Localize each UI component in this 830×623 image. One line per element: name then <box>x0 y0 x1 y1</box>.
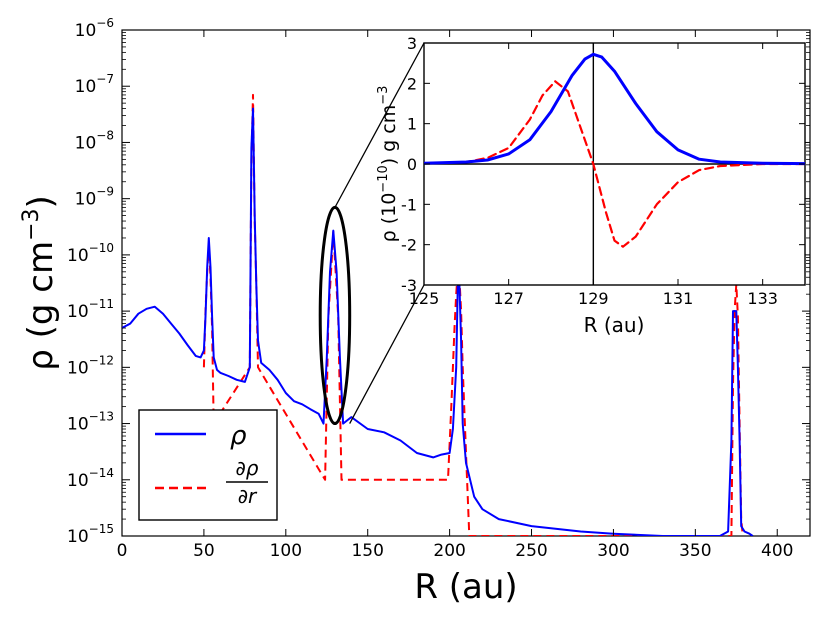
main-x-axis: 0 50 100 150 200 250 300 350 400 <box>117 30 793 561</box>
main-y-tick-label: 10−9 <box>75 185 114 210</box>
main-y-tick-label: 10−11 <box>67 297 114 322</box>
main-x-tick-label: 50 <box>193 541 215 561</box>
inset-x-axis: 125 127 129 131 133 <box>409 43 778 308</box>
main-x-tick-label: 300 <box>597 541 629 561</box>
inset-y-tick-label: -1 <box>401 195 417 214</box>
inset-x-tick-label: 131 <box>663 289 694 308</box>
inset-x-axis-label: R (au) <box>584 313 645 337</box>
main-x-tick-label: 250 <box>515 541 547 561</box>
zoom-connectors <box>334 42 425 424</box>
inset-y-tick-label: 0 <box>407 155 417 174</box>
legend-rho-label: ρ <box>230 421 247 451</box>
inset-x-tick-label: 129 <box>578 289 609 308</box>
main-x-tick-label: 400 <box>761 541 793 561</box>
main-series-rho-line <box>122 107 754 536</box>
zoom-connector-top <box>334 42 425 208</box>
zoom-connector-bottom <box>349 284 425 424</box>
main-y-axis: 10−1510−1410−1310−1210−1110−1010−910−810… <box>67 16 810 547</box>
main-y-tick-label: 10−13 <box>67 410 114 435</box>
main-x-tick-label: 200 <box>433 541 465 561</box>
main-y-tick-label: 10−12 <box>67 353 114 378</box>
main-y-tick-label: 10−15 <box>67 522 114 547</box>
main-y-tick-label: 10−14 <box>67 466 114 491</box>
main-x-axis-label: R (au) <box>414 567 517 607</box>
inset-series-rho-line <box>424 52 805 166</box>
main-y-tick-label: 10−10 <box>67 241 114 266</box>
inset-x-tick-label: 133 <box>747 289 778 308</box>
inset-y-tick-label: 2 <box>407 74 417 93</box>
main-x-tick-label: 350 <box>679 541 711 561</box>
main-y-tick-label: 10−8 <box>75 128 114 153</box>
inset-y-axis: -3 -2 -1 0 1 2 3 <box>401 34 805 295</box>
main-x-tick-label: 0 <box>117 541 128 561</box>
main-x-tick-label: 150 <box>351 541 383 561</box>
inset-y-tick-label: -2 <box>401 236 417 255</box>
legend-box <box>138 409 278 521</box>
inset-x-tick-label: 127 <box>493 289 524 308</box>
inset-y-tick-label: -3 <box>401 276 417 295</box>
inset-series-group <box>424 52 805 248</box>
legend-drho-numerator: ∂ρ <box>235 456 258 480</box>
inset-y-axis-label: ρ (10−10) g cm−3 <box>376 86 400 243</box>
inset-y-tick-label: 1 <box>407 115 417 134</box>
inset-plot: 125 127 129 131 133 -3 -2 -1 0 1 2 3 R (au) ρ (10−… <box>376 34 806 337</box>
inset-series-drho-line <box>424 80 805 248</box>
legend-drho-denominator: ∂r <box>238 484 258 508</box>
main-y-axis-label: ρ (g cm−3) <box>19 195 61 371</box>
main-x-tick-label: 100 <box>270 541 302 561</box>
main-y-tick-label: 10−7 <box>75 72 114 97</box>
legend: ρ ∂ρ ∂r <box>138 409 278 521</box>
inset-y-tick-label: 3 <box>407 34 417 53</box>
main-y-tick-label: 10−6 <box>75 16 114 41</box>
inset-x-tick-label: 125 <box>409 289 440 308</box>
